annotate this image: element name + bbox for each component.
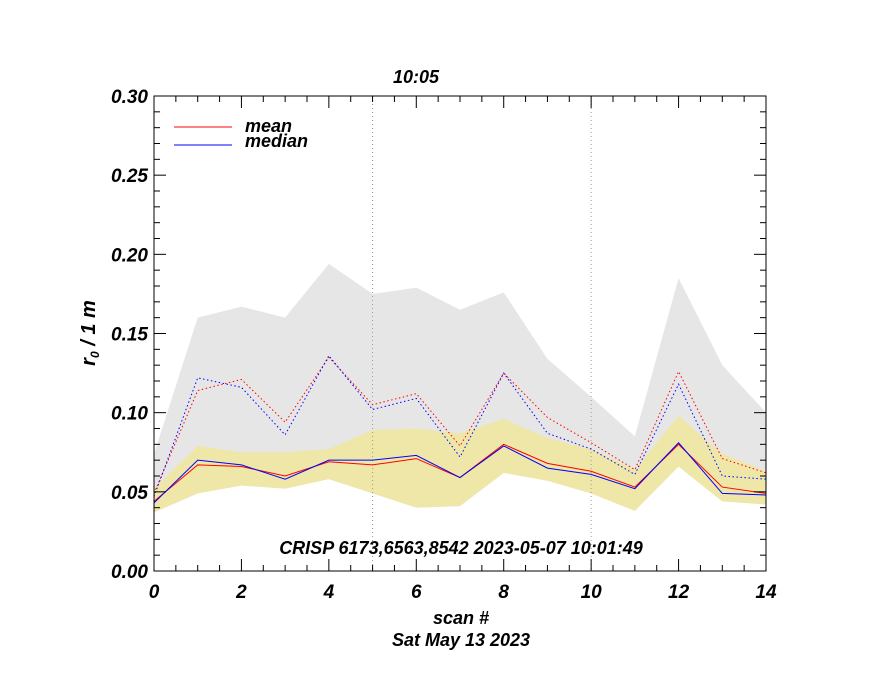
y-label-tail: / 1 m xyxy=(78,300,100,351)
y-axis-label: r0 / 1 m xyxy=(78,300,102,366)
y-tick-label: 0.05 xyxy=(111,483,148,504)
series-median-upper xyxy=(153,354,767,497)
x-tick-label: 2 xyxy=(235,582,247,603)
x-tick-label: 0 xyxy=(149,582,160,603)
x-tick-label: 8 xyxy=(498,582,509,603)
shaded-bands xyxy=(154,263,766,513)
y-tick-label: 0.10 xyxy=(111,404,148,425)
y-label-main: r xyxy=(78,357,100,366)
x-tick-label: 10 xyxy=(581,582,603,603)
series-mean-upper xyxy=(153,356,767,494)
x-tick-labels: 0 2 4 6 8 10 12 14 xyxy=(149,582,777,603)
y-tick-label: 0.30 xyxy=(111,87,148,108)
y-tick-label: 0.20 xyxy=(111,245,148,266)
series-lines xyxy=(153,354,767,504)
series-median xyxy=(153,442,767,504)
y-tick-label: 0.15 xyxy=(111,325,148,346)
legend-median-label: median xyxy=(245,131,308,151)
svg-text:r0 / 1 m: r0 / 1 m xyxy=(78,300,102,366)
y-tick-label: 0.25 xyxy=(111,166,148,187)
date-subtitle: Sat May 13 2023 xyxy=(392,630,530,650)
y-label-sub: 0 xyxy=(88,351,102,358)
y-tick-labels: 0.00 0.05 0.10 0.15 0.20 0.25 0.30 xyxy=(111,87,148,583)
y-tick-label: 0.00 xyxy=(111,562,148,583)
legend-mean-label: mean xyxy=(245,116,292,136)
chart-title: 10:05 xyxy=(393,67,440,87)
x-tick-label: 14 xyxy=(755,582,777,603)
band-max-range xyxy=(154,263,766,513)
x-tick-label: 12 xyxy=(668,582,690,603)
x-tick-label: 6 xyxy=(411,582,422,603)
x-tick-label: 4 xyxy=(323,582,335,603)
x-axis-label: scan # xyxy=(433,608,489,628)
legend: mean median xyxy=(174,116,308,151)
instrument-annotation: CRISP 6173,6563,8542 2023-05-07 10:01:49 xyxy=(279,538,643,558)
axis-ticks xyxy=(153,95,767,572)
band-quartile-range xyxy=(154,415,766,513)
